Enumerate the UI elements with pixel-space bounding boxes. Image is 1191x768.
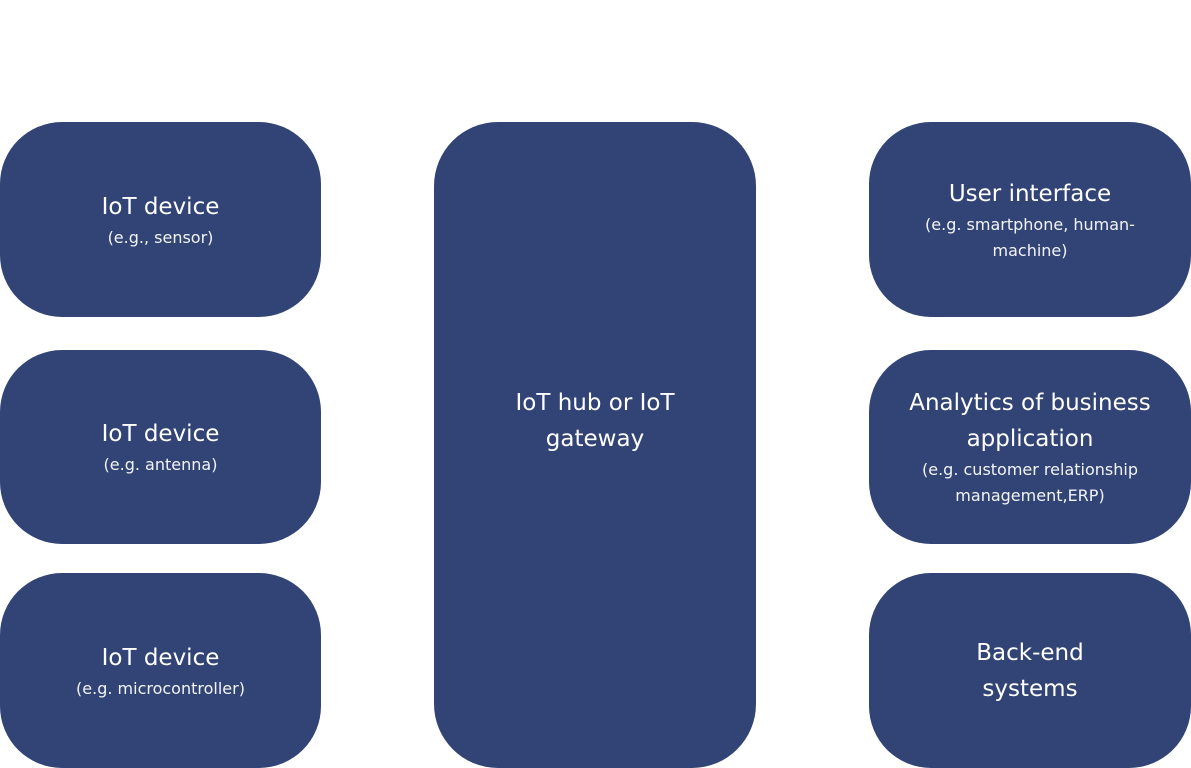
node-subtitle: (e.g. customer relationship management,E… [922,460,1138,505]
node-title: IoT hub or IoT gateway [515,390,675,452]
node-subtitle: (e.g. antenna) [103,455,218,474]
node-title: IoT device [101,193,220,220]
iot-hub-node: IoT hub or IoT gateway [434,122,756,768]
node-subtitle: (e.g., sensor) [107,227,214,247]
node-title: User interface [948,180,1112,207]
node-title: Analytics of business application [909,390,1151,452]
node-title: IoT device [101,644,220,671]
iot-device-sensor-node: IoT device (e.g., sensor) [0,122,321,317]
node-subtitle: (e.g. microcontroller) [76,678,245,698]
node-title: Back-end systems [976,639,1084,702]
back-end-systems-node: Back-end systems [869,573,1191,768]
node-subtitle: (e.g. smartphone, human-machine) [925,214,1135,260]
iot-device-microcontroller-node: IoT device (e.g. microcontroller) [0,573,321,768]
analytics-node: Analytics of business application (e.g. … [869,350,1191,544]
iot-device-antenna-node: IoT device (e.g. antenna) [0,350,321,544]
user-interface-node: User interface (e.g. smartphone, human-m… [869,122,1191,317]
node-title: IoT device [101,421,220,447]
